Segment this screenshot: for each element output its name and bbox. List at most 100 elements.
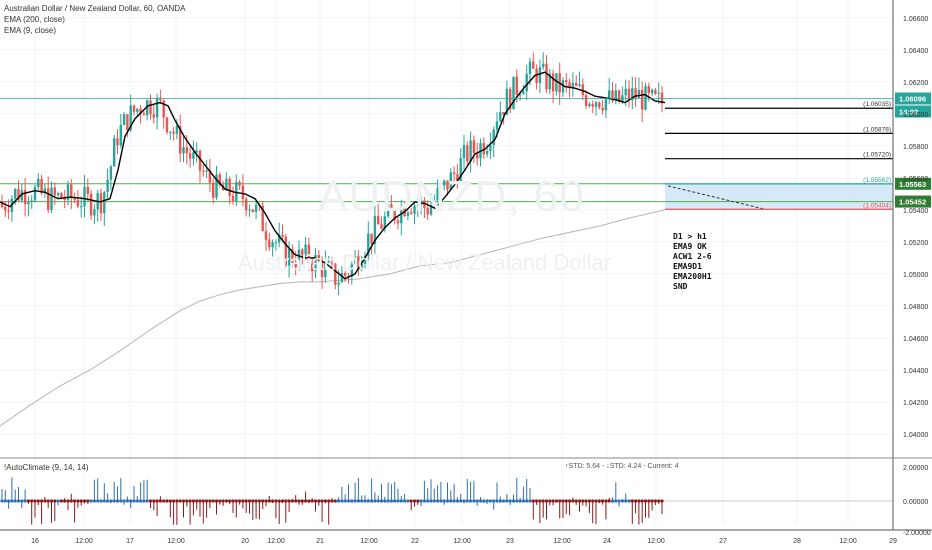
zone-bottom-tag <box>895 195 931 208</box>
histogram-dot <box>40 499 44 503</box>
histogram-dot <box>172 499 176 503</box>
candle-body <box>149 100 152 115</box>
histogram-dot <box>7 499 11 503</box>
histogram-dot <box>492 499 496 503</box>
histogram-dot <box>551 499 555 503</box>
candle-body <box>452 172 456 175</box>
histogram-dot <box>554 499 559 503</box>
zone-top-tag-text: 1.05563 <box>899 180 926 189</box>
candle-body <box>185 147 188 154</box>
candle-body <box>228 178 231 196</box>
candle-body <box>30 200 33 202</box>
candle-body <box>413 205 416 214</box>
candle-body <box>208 170 212 183</box>
histogram-dot <box>112 499 116 503</box>
candle-body <box>169 131 172 133</box>
candle-body <box>396 220 400 224</box>
chart-title[interactable]: Australian Dollar / New Zealand Dollar, … <box>4 4 186 13</box>
histogram-dot <box>148 499 153 503</box>
price-levels: (1.06035) (1.05878) (1.05720) (1.05562) (1.0… <box>0 92 931 210</box>
candle-body <box>43 188 47 194</box>
histogram-dot <box>66 499 70 503</box>
histogram-dot <box>304 499 308 503</box>
indicator-axis-label: -2.00000 <box>903 530 931 537</box>
candle-body <box>502 112 505 115</box>
histogram-dot <box>452 499 456 503</box>
histogram-dot <box>152 499 156 503</box>
ema200-legend[interactable]: EMA (200, close) <box>4 15 65 24</box>
candle-body <box>47 188 50 210</box>
histogram-dot <box>393 499 397 503</box>
histogram-dot <box>267 499 271 503</box>
histogram-dot <box>403 499 407 503</box>
histogram-dot <box>313 499 318 503</box>
histogram-dot <box>139 499 143 503</box>
candle-body <box>571 82 575 88</box>
countdown-tag <box>895 105 931 118</box>
histogram-dot <box>254 499 258 503</box>
candle-body <box>532 61 535 69</box>
histogram-dot <box>561 499 565 503</box>
candle-body <box>373 215 377 245</box>
histogram-dot <box>63 499 67 503</box>
indicator-name[interactable]: !AutoClimate (9, 14, 14) <box>4 463 89 472</box>
candle-body <box>584 95 588 106</box>
histogram-dot <box>205 499 209 503</box>
candle-body <box>89 193 93 216</box>
histogram-dot <box>426 499 430 503</box>
candle-body <box>136 108 139 112</box>
candle-body <box>317 254 320 261</box>
candle-body <box>637 89 641 98</box>
candle-body <box>604 98 608 111</box>
candle-body <box>23 190 27 205</box>
ema9-legend[interactable]: EMA (9, close) <box>4 26 57 35</box>
x-tick-label: 22 <box>411 538 419 545</box>
histogram-dot <box>597 499 601 503</box>
x-tick-label: 28 <box>793 538 801 545</box>
histogram-dot <box>185 499 189 503</box>
histogram-dot <box>650 499 654 503</box>
candle-body <box>172 131 175 134</box>
candle-body <box>518 94 522 96</box>
candle-body <box>261 205 264 232</box>
histogram-dot <box>409 499 413 503</box>
candle-body <box>614 90 617 102</box>
histogram-dot <box>320 499 324 503</box>
histogram-dot <box>610 499 615 503</box>
candle-body <box>459 158 462 184</box>
candle-body <box>202 170 205 172</box>
note-line: EMA200H1 <box>673 272 712 281</box>
y-tick-label: 1.06200 <box>903 80 928 87</box>
candle-body <box>495 121 499 130</box>
candle-body <box>93 209 96 216</box>
histogram-dot <box>20 499 24 503</box>
histogram-dot <box>442 499 446 503</box>
histogram-dot <box>168 499 172 503</box>
histogram-dot <box>228 499 232 503</box>
candle-body <box>657 92 660 94</box>
candle-body <box>538 67 542 84</box>
histogram-dot <box>191 499 195 503</box>
histogram-dot <box>317 499 321 503</box>
histogram-dot <box>571 499 575 503</box>
candle-body <box>4 206 7 211</box>
candle-body <box>472 140 476 154</box>
candle-body <box>304 244 307 256</box>
histogram-dot <box>647 499 651 503</box>
histogram-dot <box>356 499 360 503</box>
candle-body <box>53 187 56 196</box>
x-tick-label: 12:00 <box>167 538 185 545</box>
candle-body <box>360 263 363 270</box>
histogram-dot <box>211 499 215 503</box>
x-tick-label: 12:00 <box>839 538 857 545</box>
histogram-dot <box>69 499 73 503</box>
histogram-dot <box>16 499 21 503</box>
histogram-dot <box>221 499 225 503</box>
candle-body <box>212 182 215 198</box>
histogram-dot <box>353 499 357 503</box>
histogram-dot <box>389 499 393 503</box>
autoclimate-histogram <box>0 477 893 525</box>
histogram-dot <box>594 499 598 503</box>
histogram-dot <box>436 499 440 503</box>
